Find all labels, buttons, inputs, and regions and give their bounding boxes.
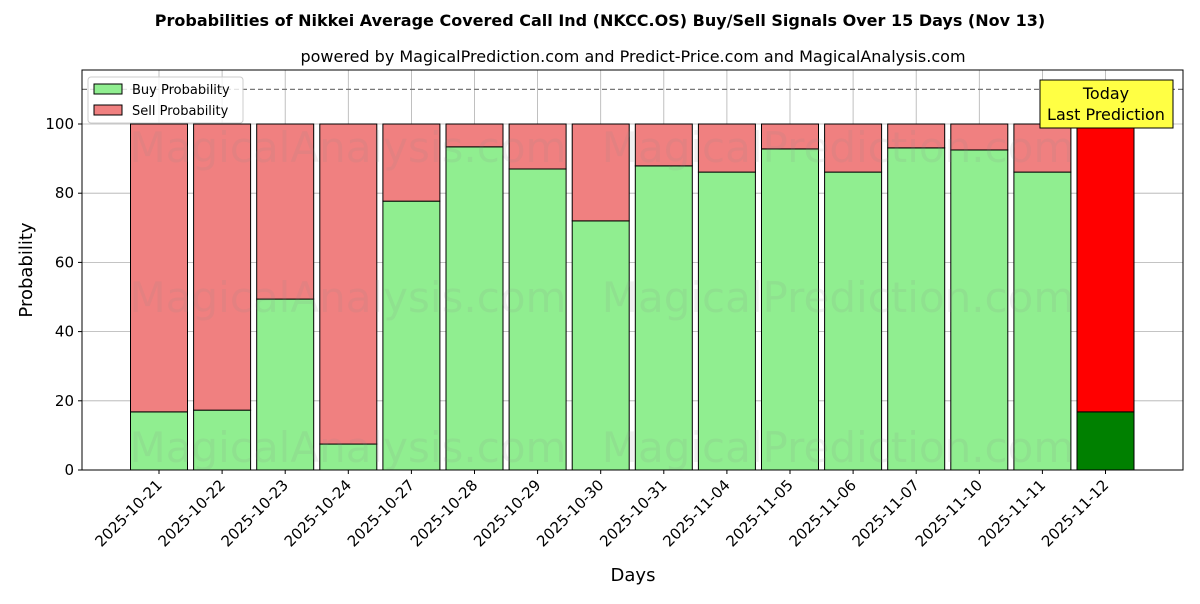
bar-buy xyxy=(445,146,504,471)
watermark: MagicalPrediction.com xyxy=(602,273,1075,322)
bar-sell xyxy=(571,123,630,222)
bar-buy xyxy=(193,409,252,471)
y-axis-label: Probability xyxy=(16,222,37,317)
y-tick-label: 20 xyxy=(55,392,74,410)
watermark: MagicalAnalysis.com xyxy=(130,123,567,172)
watermark: MagicalAnalysis.com xyxy=(130,273,567,322)
bar-buy xyxy=(256,298,315,471)
bar-sell xyxy=(950,123,1009,151)
bar-sell xyxy=(887,123,946,149)
legend-label-buy: Buy Probability xyxy=(132,83,230,98)
bar-sell xyxy=(824,123,883,173)
y-tick-label: 0 xyxy=(64,461,74,479)
bar-sell xyxy=(382,123,441,202)
legend-swatch-sell xyxy=(93,104,123,116)
bar-sell xyxy=(634,123,693,167)
bar-sell xyxy=(256,123,315,300)
x-tick-label: 2025-10-22 xyxy=(155,476,229,550)
watermark: MagicalPrediction.com xyxy=(602,123,1075,172)
legend-swatch-buy xyxy=(93,83,123,95)
x-axis-label: Days xyxy=(611,565,656,586)
bar-sell xyxy=(508,123,567,170)
x-tick-label: 2025-11-12 xyxy=(1038,476,1112,550)
bar-sell xyxy=(1076,123,1135,413)
bar-buy xyxy=(634,165,693,471)
x-tick-label: 2025-10-23 xyxy=(218,476,292,550)
watermark: MagicalAnalysis.com xyxy=(130,423,567,472)
bar-sell xyxy=(130,123,188,413)
x-tick-label: 2025-11-06 xyxy=(786,476,860,550)
plot-frame xyxy=(81,69,1184,471)
x-tick-label: 2025-10-29 xyxy=(470,476,544,550)
x-tick-label: 2025-11-04 xyxy=(659,476,733,550)
watermark: MagicalPrediction.com xyxy=(602,423,1075,472)
x-tick-label: 2025-10-24 xyxy=(281,476,355,550)
bar-buy xyxy=(824,171,883,471)
y-tick-label: 40 xyxy=(55,323,74,341)
legend: Buy Probability Sell Probability xyxy=(87,76,244,124)
x-tick-label: 2025-10-27 xyxy=(344,476,418,550)
y-tick-label: 80 xyxy=(55,184,74,202)
bar-sell xyxy=(193,123,252,411)
bar-sell xyxy=(319,123,378,445)
chart-title: Probabilities of Nikkei Average Covered … xyxy=(155,11,1045,30)
bar-buy xyxy=(1013,171,1072,471)
bar-buy xyxy=(571,220,630,471)
bar-sell xyxy=(445,123,504,148)
bar-buy xyxy=(950,149,1009,471)
bar-buy xyxy=(887,147,946,471)
x-tick-label: 2025-11-05 xyxy=(722,476,796,550)
x-tick-label: 2025-11-10 xyxy=(912,476,986,550)
bar-buy xyxy=(1076,411,1135,471)
bar-sell xyxy=(697,123,756,173)
y-tick-label: 60 xyxy=(55,253,74,271)
bar-buy xyxy=(761,148,819,471)
legend-label-sell: Sell Probability xyxy=(132,104,229,119)
x-tick-label: 2025-10-31 xyxy=(596,476,670,550)
x-tick-label: 2025-10-30 xyxy=(533,476,607,550)
today-annotation: Today Last Prediction xyxy=(1039,79,1174,129)
annotation-line2: Last Prediction xyxy=(1047,105,1165,124)
bar-sell xyxy=(1013,123,1072,173)
bar-sell xyxy=(761,123,819,150)
bar-buy xyxy=(382,200,441,471)
y-tick-label: 100 xyxy=(45,115,74,133)
x-tick-label: 2025-11-07 xyxy=(849,476,923,550)
annotation-line1: Today xyxy=(1082,84,1129,103)
x-tick-label: 2025-10-21 xyxy=(91,476,165,550)
x-tick-label: 2025-10-28 xyxy=(407,476,481,550)
x-tick-label: 2025-11-11 xyxy=(975,476,1049,550)
chart-subtitle: powered by MagicalPrediction.com and Pre… xyxy=(300,47,965,66)
